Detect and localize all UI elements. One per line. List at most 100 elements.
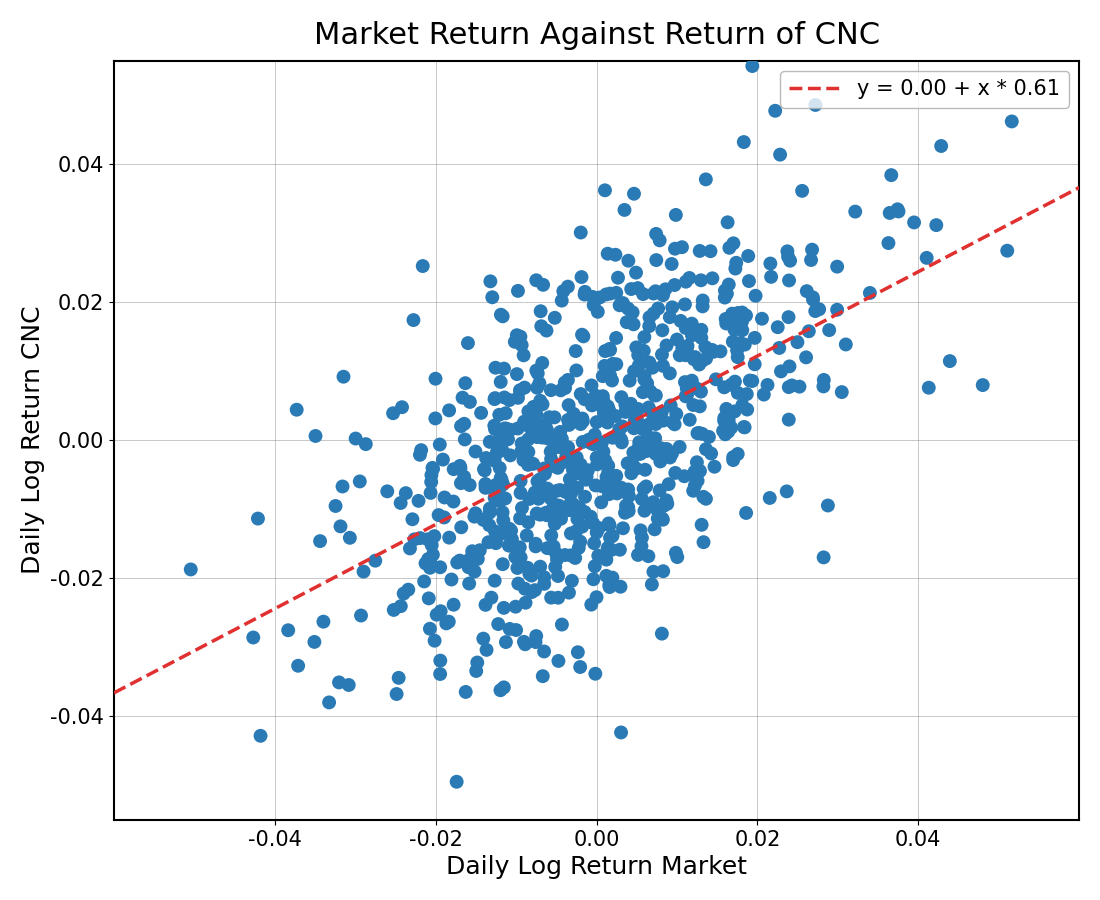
Point [767, 104, 784, 118]
Point [279, 623, 297, 637]
Point [421, 561, 439, 575]
Point [601, 518, 618, 533]
Point [574, 329, 592, 344]
Point [425, 462, 442, 476]
Point [414, 259, 431, 274]
Point [454, 391, 472, 405]
Point [486, 361, 504, 375]
Point [477, 643, 495, 657]
Point [781, 359, 799, 374]
Point [828, 259, 846, 274]
Point [598, 247, 616, 261]
Point [432, 604, 450, 618]
Point [683, 374, 701, 388]
Point [629, 548, 647, 562]
Point [496, 526, 514, 541]
Point [549, 483, 566, 498]
Point [461, 552, 478, 566]
Point [693, 330, 711, 345]
Point [561, 503, 579, 517]
Point [659, 497, 676, 511]
Point [625, 364, 642, 378]
Point [509, 576, 527, 590]
Point [428, 608, 446, 622]
Point [761, 256, 779, 271]
Point [528, 381, 546, 395]
Point [421, 622, 439, 636]
X-axis label: Daily Log Return Market: Daily Log Return Market [447, 855, 747, 879]
Point [515, 634, 532, 649]
Point [481, 435, 498, 449]
Point [440, 530, 458, 544]
Point [636, 330, 653, 345]
Point [706, 460, 724, 474]
Point [559, 373, 576, 387]
Point [509, 391, 527, 405]
Point [602, 368, 619, 382]
Point [586, 428, 604, 442]
Point [613, 432, 630, 446]
Point [604, 356, 622, 371]
Point [691, 426, 708, 440]
Point [455, 417, 473, 431]
Point [494, 443, 512, 457]
Point [689, 473, 706, 488]
Point [503, 524, 520, 538]
Point [637, 479, 654, 493]
Point [638, 376, 656, 391]
Point [675, 469, 693, 483]
Point [736, 338, 754, 352]
Point [697, 351, 715, 365]
Point [496, 421, 514, 436]
Point [536, 644, 553, 659]
Point [541, 459, 559, 473]
Point [427, 372, 444, 386]
Point [619, 302, 637, 316]
Point [648, 253, 666, 267]
Point [780, 310, 798, 324]
Point [411, 447, 429, 462]
Point [639, 418, 657, 432]
Point [431, 437, 449, 452]
Point [521, 409, 539, 423]
Point [880, 236, 898, 250]
Point [583, 378, 601, 392]
Point [557, 548, 574, 562]
Point [419, 532, 437, 546]
Point [576, 490, 594, 504]
Point [717, 316, 735, 330]
Point [600, 458, 617, 473]
Point [635, 482, 652, 496]
Point [516, 381, 534, 395]
Point [624, 458, 641, 473]
Point [509, 421, 527, 436]
Point [582, 436, 600, 450]
Point [492, 374, 509, 389]
Point [563, 573, 581, 588]
Point [578, 472, 595, 487]
Point [552, 511, 570, 526]
Point [564, 497, 582, 511]
Point [806, 98, 824, 112]
Point [647, 431, 664, 446]
Point [509, 284, 527, 298]
Point [719, 413, 737, 428]
Point [636, 503, 653, 517]
Point [640, 400, 658, 415]
Point [538, 425, 556, 439]
Point [402, 541, 419, 555]
Point [537, 418, 554, 432]
Point [527, 536, 544, 551]
Point [707, 372, 725, 386]
Point [537, 507, 554, 521]
Point [920, 381, 937, 395]
Point [597, 470, 615, 484]
Point [578, 469, 595, 483]
Point [676, 320, 694, 335]
Point [530, 376, 548, 391]
Point [556, 375, 573, 390]
Point [481, 506, 498, 520]
Point [645, 495, 662, 509]
Point [685, 352, 703, 366]
Point [384, 406, 402, 420]
